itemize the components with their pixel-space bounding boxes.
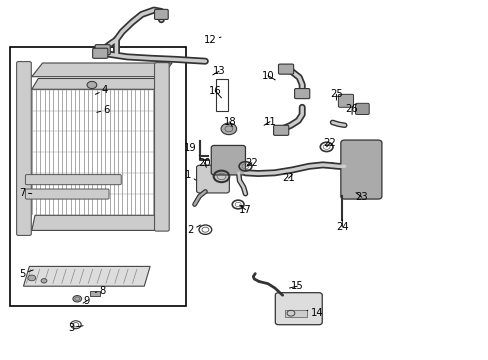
Text: 15: 15 xyxy=(289,281,303,291)
Text: 22: 22 xyxy=(245,158,258,168)
Text: 10: 10 xyxy=(261,71,275,81)
FancyBboxPatch shape xyxy=(95,45,110,55)
FancyBboxPatch shape xyxy=(211,145,245,175)
Polygon shape xyxy=(23,266,150,286)
Polygon shape xyxy=(32,78,167,89)
FancyBboxPatch shape xyxy=(278,64,293,74)
FancyBboxPatch shape xyxy=(25,175,121,185)
Bar xyxy=(284,310,306,317)
Bar xyxy=(215,79,227,111)
Text: 11: 11 xyxy=(263,117,276,127)
Circle shape xyxy=(28,275,36,281)
Bar xyxy=(90,291,100,296)
FancyBboxPatch shape xyxy=(154,9,168,19)
FancyBboxPatch shape xyxy=(92,48,107,58)
FancyBboxPatch shape xyxy=(273,125,288,135)
Text: 7: 7 xyxy=(19,188,32,198)
Text: 18: 18 xyxy=(223,117,236,127)
Circle shape xyxy=(221,123,236,135)
Circle shape xyxy=(73,296,81,302)
Circle shape xyxy=(41,279,47,283)
Text: 25: 25 xyxy=(329,89,342,100)
Text: 4: 4 xyxy=(95,85,108,95)
Text: 22: 22 xyxy=(323,138,336,148)
FancyBboxPatch shape xyxy=(340,140,381,199)
FancyBboxPatch shape xyxy=(154,63,169,231)
Text: 21: 21 xyxy=(282,173,294,183)
Text: 8: 8 xyxy=(95,286,105,296)
FancyBboxPatch shape xyxy=(338,94,353,107)
Text: 12: 12 xyxy=(203,35,221,45)
Circle shape xyxy=(199,225,211,234)
Text: 6: 6 xyxy=(97,105,110,115)
Text: 5: 5 xyxy=(19,269,33,279)
Polygon shape xyxy=(32,215,164,230)
FancyBboxPatch shape xyxy=(17,62,31,235)
Text: 3: 3 xyxy=(68,323,83,333)
Text: 13: 13 xyxy=(212,66,225,76)
Text: 14: 14 xyxy=(306,308,323,318)
Polygon shape xyxy=(32,63,172,77)
Circle shape xyxy=(70,321,81,329)
FancyBboxPatch shape xyxy=(275,293,322,325)
Text: 19: 19 xyxy=(184,143,199,156)
Text: 17: 17 xyxy=(239,204,251,215)
Text: 9: 9 xyxy=(83,296,90,306)
Text: 1: 1 xyxy=(184,170,195,180)
FancyBboxPatch shape xyxy=(25,189,109,199)
Text: 24: 24 xyxy=(335,220,348,232)
Text: 26: 26 xyxy=(345,104,358,114)
Text: 23: 23 xyxy=(355,192,367,202)
FancyBboxPatch shape xyxy=(294,89,309,99)
Text: 2: 2 xyxy=(187,225,200,235)
FancyBboxPatch shape xyxy=(196,165,229,193)
Text: 16: 16 xyxy=(208,86,221,98)
FancyBboxPatch shape xyxy=(355,103,368,114)
Bar xyxy=(10,47,185,306)
Text: 20: 20 xyxy=(198,158,210,168)
Circle shape xyxy=(87,81,97,89)
